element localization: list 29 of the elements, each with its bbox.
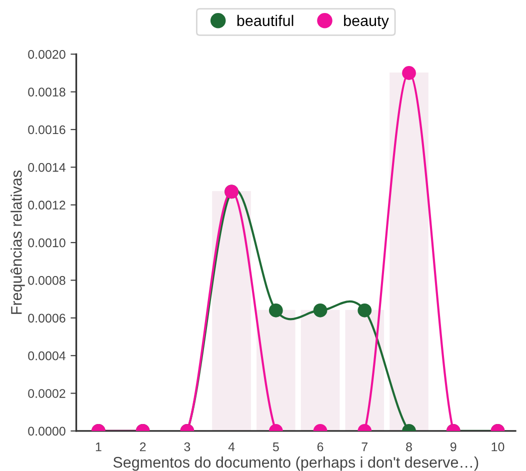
x-tick-label: 3 bbox=[184, 442, 190, 452]
x-tick-label: 4 bbox=[228, 442, 235, 452]
bar bbox=[300, 310, 340, 431]
x-tick-label: 10 bbox=[492, 442, 504, 452]
y-tick-label: 0.0002 bbox=[28, 389, 66, 398]
y-axis-title: Frequências relativas bbox=[10, 170, 25, 314]
x-axis-title: Segmentos do documento (perhaps i don't deserve…) bbox=[113, 456, 478, 471]
x-tick-label: 8 bbox=[406, 442, 412, 452]
y-tick-label: 0.0004 bbox=[28, 351, 66, 360]
y-tick-label: 0.0020 bbox=[28, 50, 66, 59]
x-tick-label: 5 bbox=[272, 442, 279, 452]
y-tick-label: 0.0016 bbox=[28, 125, 66, 134]
legend-label: beautiful bbox=[237, 14, 294, 26]
y-tick-label: 0.0018 bbox=[28, 88, 66, 96]
y-tick-label: 0.0000 bbox=[28, 426, 66, 436]
bar bbox=[256, 310, 296, 431]
x-tick-label: 6 bbox=[317, 442, 324, 452]
x-tick-label: 1 bbox=[96, 442, 102, 452]
y-tick-label: 0.0006 bbox=[28, 314, 66, 323]
y-tick-label: 0.0010 bbox=[28, 238, 66, 248]
x-tick-label: 7 bbox=[362, 442, 368, 452]
x-tick-label: 2 bbox=[140, 442, 146, 452]
legend-label: beauty bbox=[344, 14, 389, 30]
bar bbox=[212, 191, 251, 431]
y-tick-label: 0.0014 bbox=[28, 163, 66, 172]
bar bbox=[390, 72, 428, 431]
y-tick-label: 0.0008 bbox=[28, 276, 66, 285]
y-tick-label: 0.0012 bbox=[28, 200, 66, 210]
x-tick-label: 9 bbox=[450, 442, 456, 452]
